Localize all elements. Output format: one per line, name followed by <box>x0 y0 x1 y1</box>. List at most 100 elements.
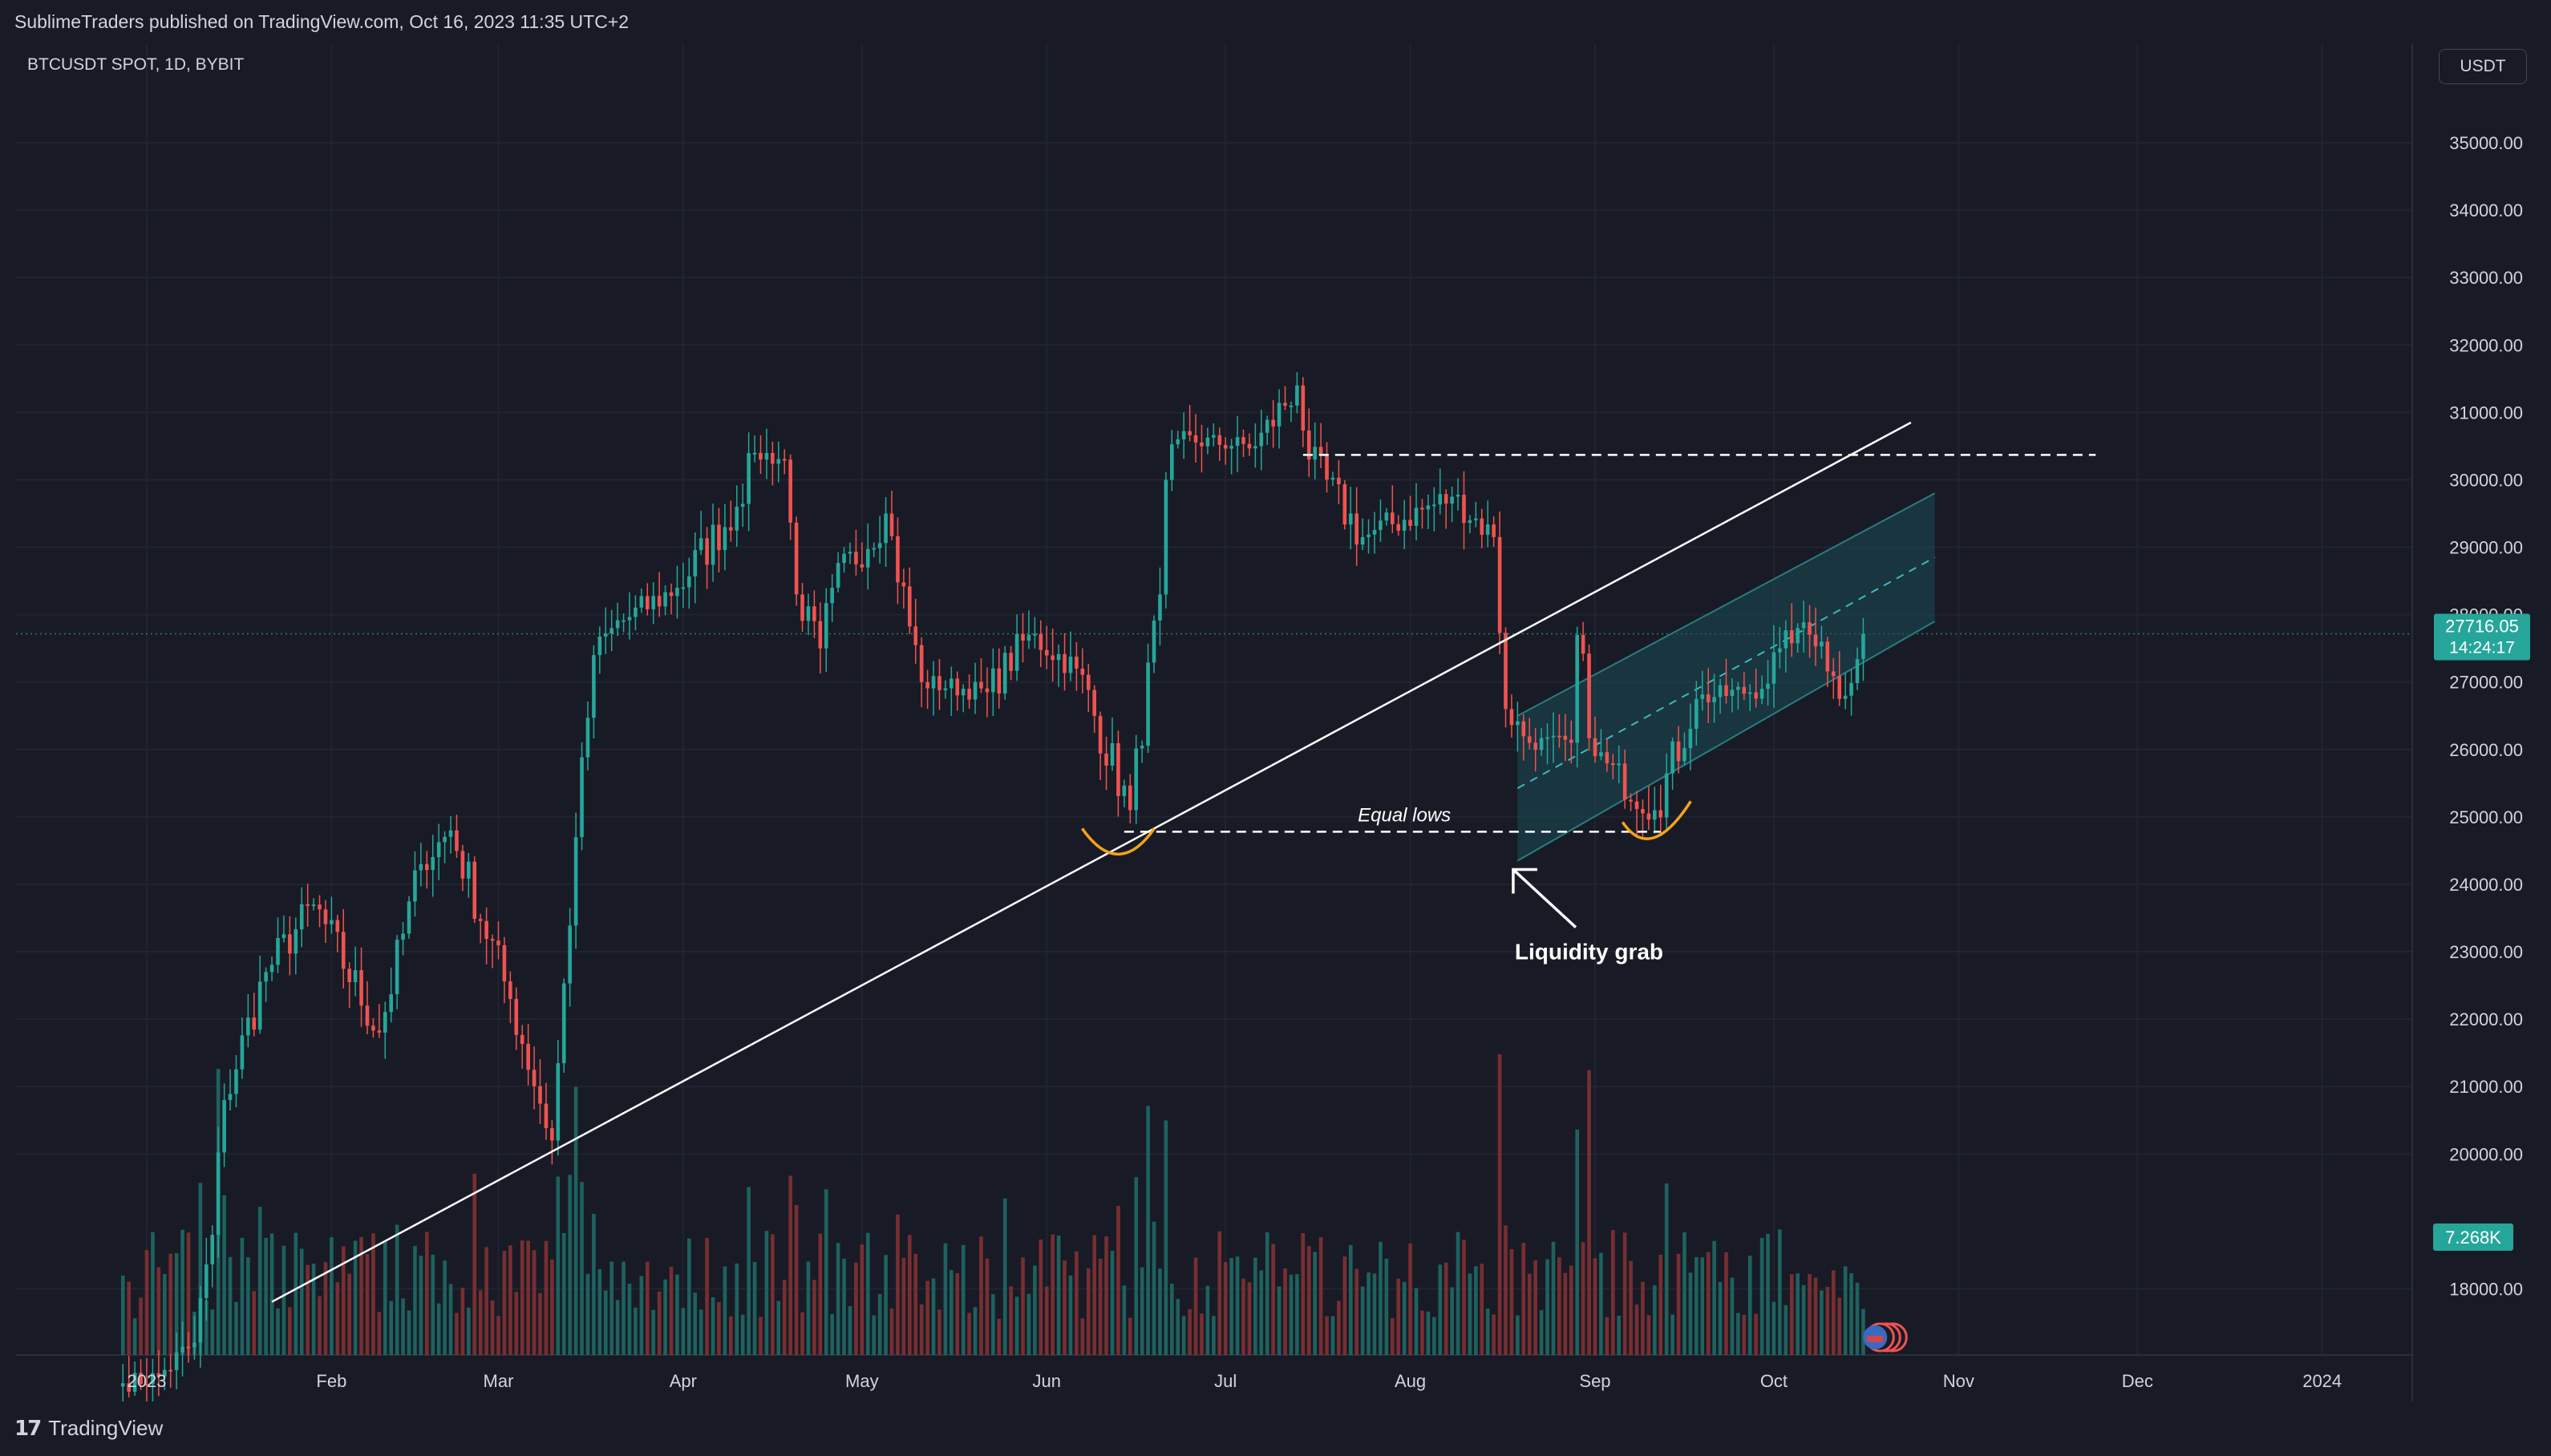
candle-body <box>884 513 888 544</box>
volume-bar <box>1492 1314 1496 1355</box>
volume-bar <box>1485 1308 1490 1355</box>
candle-body <box>1247 443 1252 449</box>
candle-body <box>693 550 698 576</box>
candle-body <box>1581 634 1585 654</box>
volume-bar <box>1223 1262 1228 1355</box>
volume-bar <box>1402 1281 1407 1355</box>
volume-bar <box>717 1302 721 1355</box>
volume-bar <box>1843 1266 1848 1355</box>
candle-body <box>1033 633 1037 636</box>
volume-bar <box>347 1273 351 1355</box>
volume-bar <box>1718 1282 1723 1355</box>
price-tick: 22000.00 <box>2449 1009 2523 1029</box>
time-tick: 2024 <box>2302 1371 2342 1391</box>
volume-bar <box>1688 1272 1693 1355</box>
candle-body <box>698 538 703 551</box>
volume-bar <box>1533 1260 1537 1355</box>
currency-button[interactable]: USDT <box>2439 49 2527 84</box>
candle-body <box>341 932 346 969</box>
volume-bar <box>711 1297 715 1355</box>
volume-bar <box>603 1290 608 1355</box>
volume-bar <box>759 1316 763 1355</box>
candle-body <box>1212 435 1216 438</box>
candle-body <box>186 1346 191 1349</box>
candle-body <box>1039 633 1043 650</box>
candle-body <box>371 1025 375 1031</box>
volume-bar <box>979 1236 983 1355</box>
volume-bar <box>1682 1232 1686 1355</box>
price-tick: 25000.00 <box>2449 807 2523 827</box>
volume-bar <box>1342 1256 1347 1355</box>
candle-body <box>156 1373 161 1377</box>
volume-bar <box>496 1316 500 1355</box>
candle-body <box>782 459 787 461</box>
volume-bar <box>925 1280 929 1355</box>
candle-body <box>1200 442 1204 447</box>
candle-body <box>192 1342 196 1348</box>
volume-bar <box>687 1238 691 1355</box>
volume-bar <box>520 1240 524 1355</box>
candle-body <box>788 459 792 523</box>
time-tick: Mar <box>484 1371 514 1391</box>
volume-bar <box>1569 1265 1573 1355</box>
candle-body <box>1396 524 1401 531</box>
volume-bar <box>1808 1274 1812 1355</box>
volume-bar <box>252 1291 257 1355</box>
volume-bar <box>806 1261 811 1355</box>
volume-bar <box>735 1263 739 1355</box>
candle-body <box>168 1369 173 1372</box>
candle-body <box>1164 479 1168 595</box>
candle-body <box>1277 402 1282 427</box>
candle-body <box>1587 653 1591 738</box>
candle-body <box>401 933 405 940</box>
candle-body <box>1474 518 1478 520</box>
candle-body <box>395 940 399 994</box>
countdown: 14:24:17 <box>2449 638 2515 657</box>
candle-body <box>269 965 274 973</box>
candle-body <box>919 645 924 682</box>
volume-bar <box>1330 1316 1335 1355</box>
candle-body <box>937 676 941 690</box>
volume-bar <box>1318 1237 1323 1355</box>
candle-body <box>490 939 495 941</box>
candle-body <box>1348 513 1353 525</box>
candle-body <box>1843 695 1848 699</box>
volume-bar <box>490 1300 495 1355</box>
volume-bar <box>1212 1316 1216 1355</box>
time-tick: Feb <box>316 1371 346 1391</box>
volume-bar <box>538 1292 542 1355</box>
candle-body <box>532 1070 537 1086</box>
price-tick: 32000.00 <box>2449 335 2523 355</box>
volume-bar <box>1646 1315 1651 1355</box>
candle-body <box>901 582 906 587</box>
candle-body <box>144 1384 149 1386</box>
volume-bar <box>865 1232 870 1355</box>
volume-bar <box>1497 1054 1502 1355</box>
trend-line <box>271 421 1912 1303</box>
volume-bar <box>467 1307 471 1355</box>
volume-bar <box>1414 1288 1419 1355</box>
candle-body <box>120 1383 125 1387</box>
volume-value: 7.268K <box>2445 1227 2501 1248</box>
price-tick: 20000.00 <box>2449 1144 2523 1164</box>
candle-body <box>281 934 286 938</box>
volume-bar <box>943 1243 948 1355</box>
volume-bar <box>889 1308 894 1355</box>
brand[interactable]: 17 TradingView <box>14 1416 163 1441</box>
candle-body <box>1682 747 1686 762</box>
candle-body <box>1110 742 1115 766</box>
candle-body <box>514 998 519 1035</box>
candle-body <box>592 655 596 718</box>
liquidity-grab-label: Liquidity grab <box>1515 940 1663 965</box>
candle-body <box>1176 439 1180 445</box>
candle-body <box>705 538 709 565</box>
candle-body <box>436 842 441 858</box>
volume-bar <box>556 1176 561 1355</box>
volume-bar <box>585 1273 590 1355</box>
candle-body <box>1599 752 1603 757</box>
volume-bar <box>1360 1286 1365 1355</box>
candle-body <box>1265 419 1269 433</box>
candle-body <box>1021 633 1025 641</box>
time-tick: Oct <box>1760 1371 1788 1391</box>
